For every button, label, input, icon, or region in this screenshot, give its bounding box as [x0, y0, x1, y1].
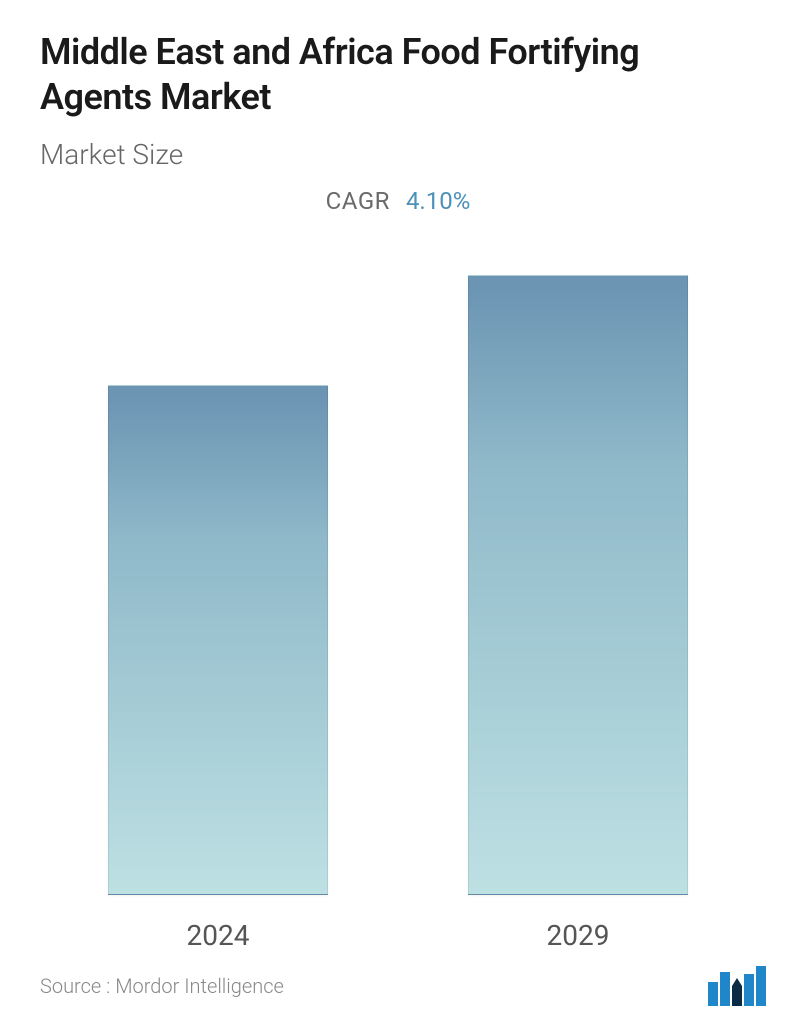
- cagr-value: 4.10%: [406, 187, 470, 215]
- footer: Source : Mordor Intelligence: [40, 966, 772, 1006]
- chart-title: Middle East and Africa Food Fortifying A…: [40, 30, 756, 120]
- cagr-row: CAGR 4.10%: [40, 187, 756, 215]
- brand-logo-icon: [708, 966, 772, 1006]
- bar-container: [40, 255, 756, 895]
- cagr-label: CAGR: [326, 187, 390, 215]
- page-root: Middle East and Africa Food Fortifying A…: [0, 0, 796, 1034]
- x-label-0: 2024: [108, 919, 328, 952]
- source-text: Source : Mordor Intelligence: [40, 974, 284, 998]
- x-label-1: 2029: [468, 919, 688, 952]
- x-axis-labels: 2024 2029: [40, 919, 756, 952]
- chart-subtitle: Market Size: [40, 138, 756, 171]
- chart-area: [40, 255, 756, 895]
- bar-wrap-0: [108, 385, 328, 895]
- bar-2024: [108, 385, 328, 895]
- bar-2029: [468, 275, 688, 895]
- bar-wrap-1: [468, 275, 688, 895]
